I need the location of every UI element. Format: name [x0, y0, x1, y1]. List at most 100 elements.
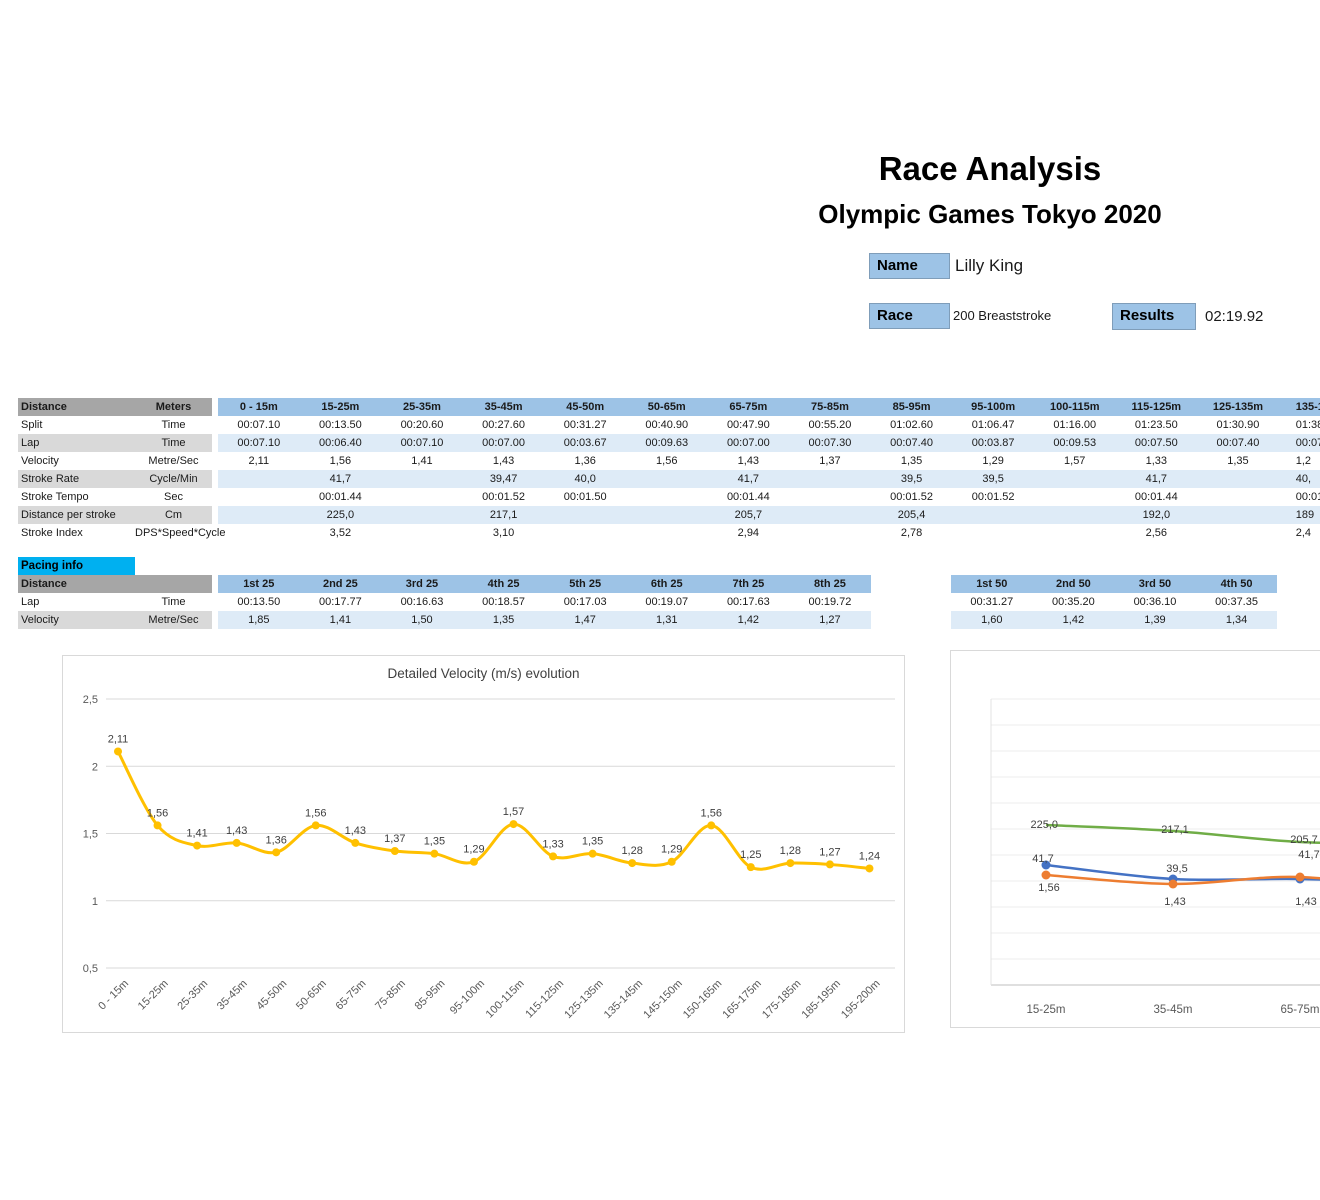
cell: [1197, 506, 1279, 524]
cell: [789, 488, 871, 506]
velocity-chart-plot: 2,5 2 1,5 1 0,5 2,11 1,56 1,41 1,43 1,36 1,56 1,43 1…: [83, 694, 895, 1022]
cell: [218, 506, 300, 524]
column-header: 50-65m: [647, 401, 686, 413]
data-point-label: 1,56: [147, 807, 168, 819]
velocity-marker: [1168, 879, 1178, 889]
x-category-label: 65-75m: [1281, 1004, 1320, 1016]
cell: 2,94: [737, 527, 760, 539]
cell: 1,57: [1064, 455, 1086, 467]
cell: 00:07.40: [1216, 437, 1260, 449]
data-point-label: 1,28: [780, 845, 801, 857]
cell: 00:07.50: [1134, 437, 1178, 449]
data-point-marker: [746, 863, 755, 872]
cell: 2,4: [1295, 527, 1312, 539]
x-category-label: 0 - 15m: [96, 978, 131, 1013]
data-point-label: 1,56: [305, 807, 326, 819]
x-category-label: 25-35m: [175, 978, 210, 1013]
cell: [381, 488, 463, 506]
row-label: Velocity: [21, 455, 59, 467]
splits-row-lap: Lap Time 00:07.10 00:06.40 00:07.10 00:07.00 0…: [18, 434, 1320, 452]
pacing-25-table: Distance 1st 25 2nd 25 3rd 25 4th 25 5th 25 6t…: [18, 575, 878, 629]
cell: 00:07: [1295, 437, 1320, 449]
row-unit: DPS*Speed*Cycle: [135, 527, 226, 539]
cell: [544, 506, 626, 524]
cell: 00:01.52: [482, 491, 525, 503]
cell: 205,7: [734, 509, 763, 521]
column-header: 85-95m: [892, 401, 931, 413]
cell: 2,56: [1145, 527, 1168, 539]
column-header: 125-135m: [1212, 401, 1263, 413]
cell: 01:16.00: [1053, 419, 1097, 431]
column-header: 35-45m: [484, 401, 523, 413]
results-value: 02:19.92: [1205, 308, 1264, 325]
results-label-cell: Results: [1112, 303, 1196, 330]
x-category-label: 175-185m: [760, 978, 804, 1022]
cell: 1,42: [737, 614, 760, 626]
cell: [218, 470, 300, 488]
x-category-label: 65-75m: [334, 978, 369, 1013]
cell: 41,7: [1145, 473, 1168, 485]
cell: 01:38: [1295, 419, 1320, 431]
table-header-row: Distance Meters 0 - 15m 15-25m 25-35m 35-45m 4…: [18, 398, 1320, 416]
row-label: Stroke Rate: [18, 470, 135, 488]
x-category-label: 165-175m: [720, 978, 764, 1022]
column-header: 3rd 50: [1138, 578, 1172, 590]
cell: 00:31.27: [970, 596, 1014, 608]
value-band: 00:07.10 00:06.40 00:07.10 00:07.00 00:03.67…: [218, 434, 1320, 452]
cell: 00:47.90: [726, 419, 770, 431]
column-header: 75-85m: [810, 401, 849, 413]
corner-distance-label: Distance: [18, 398, 135, 416]
distance-per-stroke-label: 225,0: [1030, 819, 1058, 831]
cell: [1197, 488, 1279, 506]
value-band: 00:13.50 00:17.77 00:16.63 00:18.57 00:17.03…: [218, 593, 871, 611]
chart-title: Detailed Velocity (m/s) evolution: [387, 666, 580, 681]
cell: 225,0: [326, 509, 355, 521]
column-header: 1st 25: [243, 578, 275, 590]
cell: 00:01.44: [318, 491, 362, 503]
name-value: Lilly King: [955, 256, 1024, 275]
splits-row-stroke-rate: Stroke Rate Cycle/Min 41,7 39,47 40,0 41,7 39,…: [18, 470, 1320, 488]
data-point-label: 1,56: [701, 807, 722, 819]
cell: 00:07.00: [726, 437, 770, 449]
cell: [1034, 470, 1116, 488]
cell: [218, 524, 300, 542]
column-header: 5th 25: [569, 578, 602, 590]
x-category-label: 115-125m: [523, 978, 566, 1021]
race-value: 200 Breaststroke: [953, 308, 1052, 323]
cell: [626, 524, 708, 542]
row-unit: Time: [161, 596, 186, 608]
data-point-marker: [588, 849, 597, 858]
y-tick-label: 2: [92, 761, 98, 773]
cell: 00:01.44: [726, 491, 770, 503]
cell: [1034, 488, 1116, 506]
value-band: 1,85 1,41 1,50 1,35 1,47 1,31 1,42 1,27: [218, 611, 871, 629]
pacing25-header-row: Distance 1st 25 2nd 25 3rd 25 4th 25 5th 25 6t…: [18, 575, 878, 593]
cell: [789, 506, 871, 524]
data-point-marker: [628, 859, 637, 868]
column-header: 115-125m: [1131, 401, 1182, 413]
distance-per-stroke-label: 205,7: [1290, 834, 1318, 846]
column-header: 100-115m: [1049, 401, 1100, 413]
data-point-label: 1,43: [345, 825, 366, 837]
cell: 3,10: [492, 527, 515, 539]
column-header: 95-100m: [971, 401, 1016, 413]
value-band: 00:31.27 00:35.20 00:36.10 00:37.35: [951, 593, 1277, 611]
stroke-rate-label: 41,7: [1298, 849, 1319, 861]
page-subtitle: Olympic Games Tokyo 2020: [818, 199, 1162, 229]
cell: 39,47: [489, 473, 518, 485]
cell: 00:03.67: [563, 437, 607, 449]
data-point-marker: [153, 821, 162, 830]
x-category-label: 75-85m: [373, 978, 408, 1013]
cell: 00:40.90: [645, 419, 689, 431]
cell: [381, 524, 463, 542]
data-point-label: 1,33: [542, 838, 563, 850]
cell: 3,52: [329, 527, 352, 539]
data-point-label: 1,28: [621, 845, 642, 857]
cell: 00:03.87: [971, 437, 1015, 449]
cell: 39,5: [900, 473, 923, 485]
data-point-label: 1,43: [226, 825, 247, 837]
cell: [381, 470, 463, 488]
distance-per-stroke-line: [1045, 823, 1320, 845]
cell: 00:07.10: [237, 419, 281, 431]
